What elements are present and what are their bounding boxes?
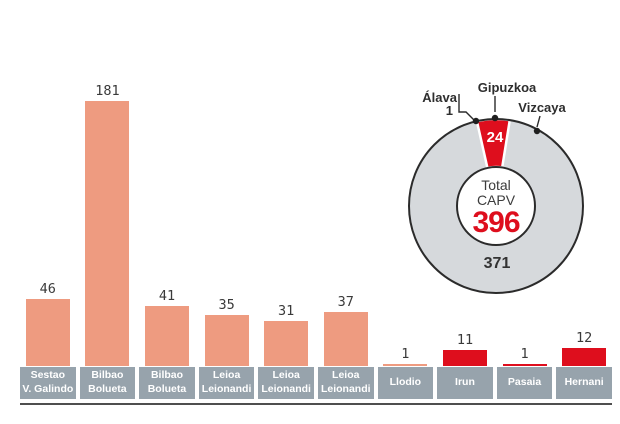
category-label-line: Leioa — [272, 369, 300, 382]
donut-center-line2: CAPV — [477, 192, 516, 208]
bar-chart: 46 Sestao V. Galindo 181 Bilbao Bolueta 41 Bilb… — [20, 0, 612, 399]
bar-value-label: 12 — [576, 329, 593, 346]
bar — [85, 101, 130, 366]
leader-dot-vizcaya — [533, 127, 541, 135]
bar-column: 12 Hernani — [556, 329, 612, 399]
leader-dot-alava — [472, 117, 480, 125]
bar-value-label: 11 — [456, 331, 474, 348]
category-label-line: Sestao — [30, 369, 66, 382]
bar-column: 35 Leioa Leionandi — [198, 296, 255, 399]
bar — [264, 321, 309, 366]
slice-label-vizcaya: Vizcaya — [518, 100, 566, 115]
bar — [25, 299, 70, 366]
bar — [562, 348, 607, 366]
bar-column: 46 Sestao V. Galindo — [20, 280, 76, 399]
category-label-line: Leionandi — [320, 383, 371, 395]
category-label: Sestao V. Galindo — [20, 367, 76, 399]
bar-column: 1 Pasaia — [496, 345, 553, 399]
category-label-line: Leioa — [212, 369, 241, 382]
bar — [383, 364, 428, 366]
bar-column: 31 Leioa Leionandi — [258, 302, 314, 399]
category-label: Hernani — [556, 367, 612, 399]
baseline-axis — [20, 403, 612, 405]
category-label: Leioa Leionandi — [258, 367, 314, 399]
bar-value-label: 46 — [39, 280, 56, 297]
category-label-line: Bilbao — [91, 369, 124, 382]
bar-column: 1 Llodio — [377, 345, 434, 399]
bar-value-label: 31 — [278, 302, 295, 319]
category-label-line: Pasaia — [507, 376, 542, 389]
category-label-line: Bolueta — [88, 383, 127, 395]
category-label: Llodio — [377, 367, 434, 399]
category-label: Bilbao Bolueta — [139, 367, 195, 399]
bar — [502, 364, 547, 366]
category-label-line: Leioa — [332, 369, 360, 382]
slice-label-alava: Álava — [422, 90, 457, 105]
bar — [323, 312, 368, 366]
leader-line-alava — [458, 94, 475, 121]
bar-column: 37 Leioa Leionandi — [317, 293, 374, 399]
category-label: Leioa Leionandi — [198, 367, 255, 399]
donut-hole — [456, 166, 536, 246]
category-label: Bilbao Bolueta — [79, 367, 136, 399]
slice-label-gipuzkoa: Gipuzkoa — [478, 80, 537, 95]
ring-value-label: 371 — [484, 255, 511, 272]
slice-callout-value-alava: 1 — [446, 103, 453, 118]
leader-line-vizcaya — [536, 115, 541, 128]
category-label-line: Llodio — [389, 376, 422, 389]
bar-value-label: 37 — [337, 293, 354, 310]
bar — [204, 315, 249, 366]
bar-value-label: 1 — [520, 345, 529, 362]
bar-column: 181 Bilbao Bolueta — [79, 82, 136, 399]
category-label-line: Leionandi — [201, 383, 252, 395]
category-label-line: Irun — [455, 376, 475, 389]
bar — [442, 350, 487, 366]
category-label: Pasaia — [496, 367, 553, 399]
category-label-line: Bolueta — [147, 383, 187, 395]
leader-dot-gipuzkoa — [491, 114, 499, 122]
bar-value-label: 181 — [95, 82, 120, 99]
donut-center-total: 396 — [472, 206, 519, 239]
wedge-value-label: 24 — [487, 129, 504, 146]
category-label-line: Leionandi — [261, 383, 311, 395]
donut-center-line1: Total — [481, 177, 511, 193]
category-label: Leioa Leionandi — [317, 367, 374, 399]
bar-value-label: 35 — [218, 296, 235, 313]
bar-column: 11 Irun — [437, 331, 493, 399]
bar — [144, 306, 189, 366]
category-label-line: Hernani — [564, 376, 604, 389]
bar-value-label: 1 — [401, 345, 410, 362]
category-label-line: Bilbao — [150, 369, 184, 382]
bar-column: 41 Bilbao Bolueta — [139, 287, 195, 399]
category-label: Irun — [437, 367, 493, 399]
bar-value-label: 41 — [158, 287, 176, 304]
category-label-line: V. Galindo — [22, 383, 74, 395]
